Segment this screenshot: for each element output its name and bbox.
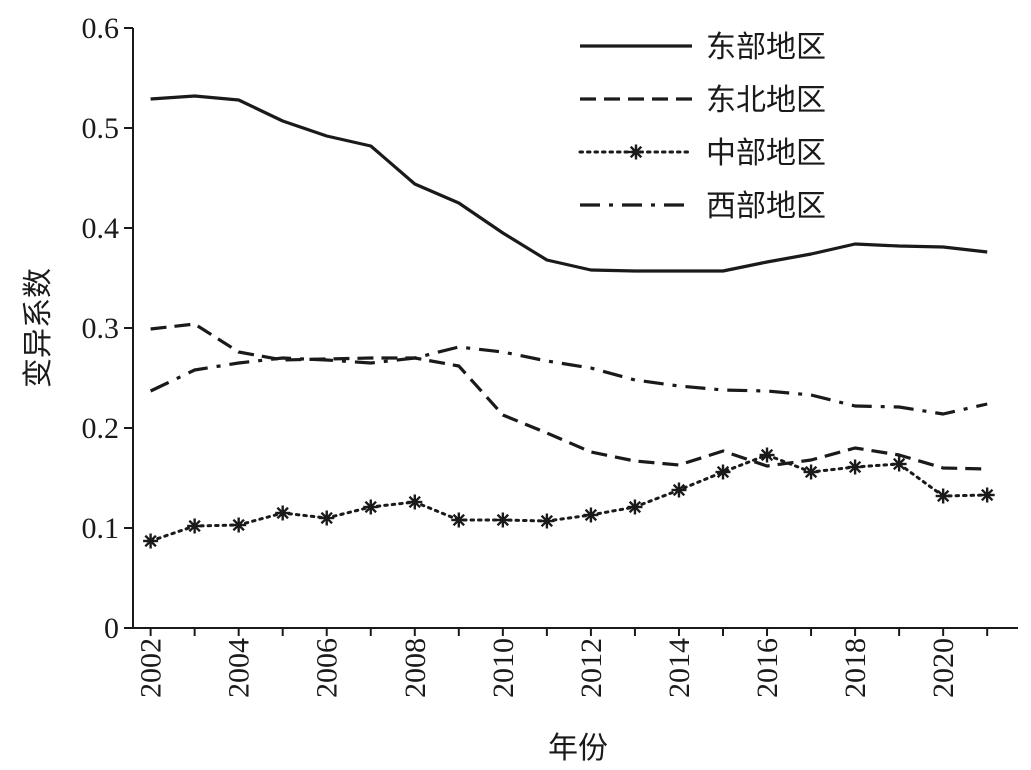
x-tick-label: 2014 <box>663 638 696 698</box>
x-tick-label: 2018 <box>839 638 872 698</box>
x-tick-label: 2004 <box>223 638 256 698</box>
x-tick-label: 2008 <box>399 638 432 698</box>
data-point-marker <box>143 533 159 549</box>
y-tick-label: 0.4 <box>82 212 120 245</box>
legend-marker <box>628 144 644 160</box>
data-point-marker <box>847 459 863 475</box>
data-point-marker <box>583 507 599 523</box>
y-tick-label: 0.1 <box>82 512 120 545</box>
data-point-marker <box>891 456 907 472</box>
series-line-4 <box>149 345 988 416</box>
data-point-marker <box>979 487 995 503</box>
x-axis-ticks: 2002 2004 2006 2008 2010 2012 2014 2016 2018 2020 <box>135 628 989 698</box>
series-layer <box>143 94 995 549</box>
x-tick-label: 2012 <box>575 638 608 698</box>
legend-label: 中部地区 <box>706 137 826 170</box>
y-tick-label: 0.5 <box>82 112 120 145</box>
data-point-marker <box>715 464 731 480</box>
y-tick-label: 0.6 <box>82 12 120 45</box>
x-tick-label: 2016 <box>751 638 784 698</box>
x-tick-label: 2010 <box>487 638 520 698</box>
legend-label: 东北地区 <box>706 84 826 117</box>
y-axis-title: 变异系数 <box>22 268 55 388</box>
data-point-marker <box>759 447 775 463</box>
x-tick-label: 2006 <box>311 638 344 698</box>
legend-label: 东部地区 <box>706 31 826 64</box>
y-axis-ticks: 0 0.1 0.2 0.3 0.4 0.5 0.6 <box>82 12 133 645</box>
series-line-1 <box>150 94 988 273</box>
data-point-marker <box>275 505 291 521</box>
data-point-marker <box>187 518 203 534</box>
data-point-marker <box>495 512 511 528</box>
x-tick-label: 2020 <box>927 638 960 698</box>
data-point-marker <box>935 488 951 504</box>
y-tick-label: 0 <box>104 612 119 645</box>
series-line-2 <box>150 322 988 471</box>
y-tick-label: 0.2 <box>82 412 120 445</box>
data-point-marker <box>539 513 555 529</box>
y-tick-label: 0.3 <box>82 312 120 345</box>
x-tick-label: 2002 <box>135 638 168 698</box>
data-point-marker <box>671 482 687 498</box>
data-point-marker <box>363 499 379 515</box>
data-point-marker <box>319 510 335 526</box>
data-point-marker <box>803 464 819 480</box>
data-point-marker <box>231 517 247 533</box>
data-point-marker <box>627 499 643 515</box>
data-point-marker <box>407 494 423 510</box>
legend-label: 西部地区 <box>706 190 826 223</box>
plot-area <box>132 28 1018 629</box>
x-axis-title: 年份 <box>548 732 608 765</box>
data-point-marker <box>451 512 467 528</box>
